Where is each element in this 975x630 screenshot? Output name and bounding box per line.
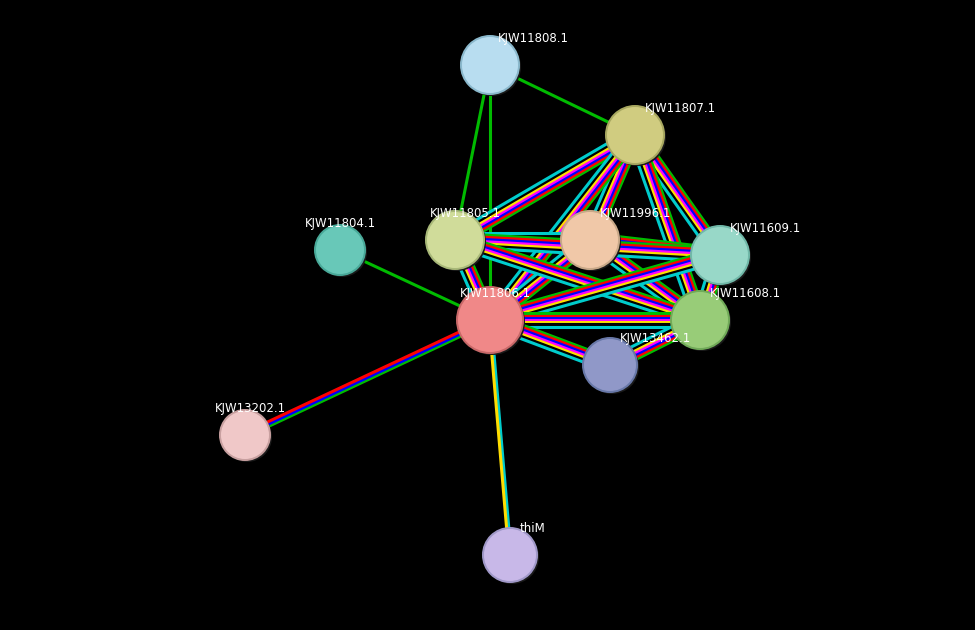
Circle shape [458, 288, 522, 352]
Circle shape [562, 212, 618, 268]
Circle shape [670, 290, 730, 350]
Circle shape [484, 529, 536, 581]
Text: KJW11804.1: KJW11804.1 [305, 217, 376, 230]
Text: KJW13202.1: KJW13202.1 [215, 402, 286, 415]
Text: KJW11807.1: KJW11807.1 [645, 102, 716, 115]
Circle shape [585, 340, 639, 394]
Circle shape [316, 226, 364, 274]
Circle shape [221, 411, 269, 459]
Circle shape [608, 108, 666, 166]
Circle shape [673, 293, 731, 351]
Circle shape [563, 213, 621, 271]
Text: KJW13462.1: KJW13462.1 [620, 332, 691, 345]
Circle shape [607, 107, 663, 163]
Circle shape [584, 339, 636, 391]
Circle shape [428, 213, 486, 271]
Circle shape [692, 227, 748, 283]
Circle shape [317, 227, 367, 277]
Circle shape [425, 210, 485, 270]
Circle shape [314, 224, 366, 276]
Circle shape [456, 286, 524, 354]
Circle shape [459, 289, 525, 355]
Circle shape [463, 38, 521, 96]
Circle shape [427, 212, 483, 268]
Circle shape [482, 527, 538, 583]
Circle shape [485, 530, 539, 584]
Circle shape [460, 35, 520, 95]
Text: KJW11808.1: KJW11808.1 [498, 32, 569, 45]
Circle shape [690, 225, 750, 285]
Text: KJW11806.1: KJW11806.1 [460, 287, 531, 300]
Text: thiM: thiM [520, 522, 546, 535]
Text: KJW11996.1: KJW11996.1 [600, 207, 672, 220]
Circle shape [222, 412, 272, 462]
Circle shape [462, 37, 518, 93]
Circle shape [219, 409, 271, 461]
Text: KJW11805.1: KJW11805.1 [430, 207, 501, 220]
Text: KJW11608.1: KJW11608.1 [710, 287, 781, 300]
Circle shape [672, 292, 728, 348]
Circle shape [605, 105, 665, 165]
Circle shape [560, 210, 620, 270]
Circle shape [582, 337, 638, 393]
Circle shape [693, 228, 751, 286]
Text: KJW11609.1: KJW11609.1 [730, 222, 801, 235]
